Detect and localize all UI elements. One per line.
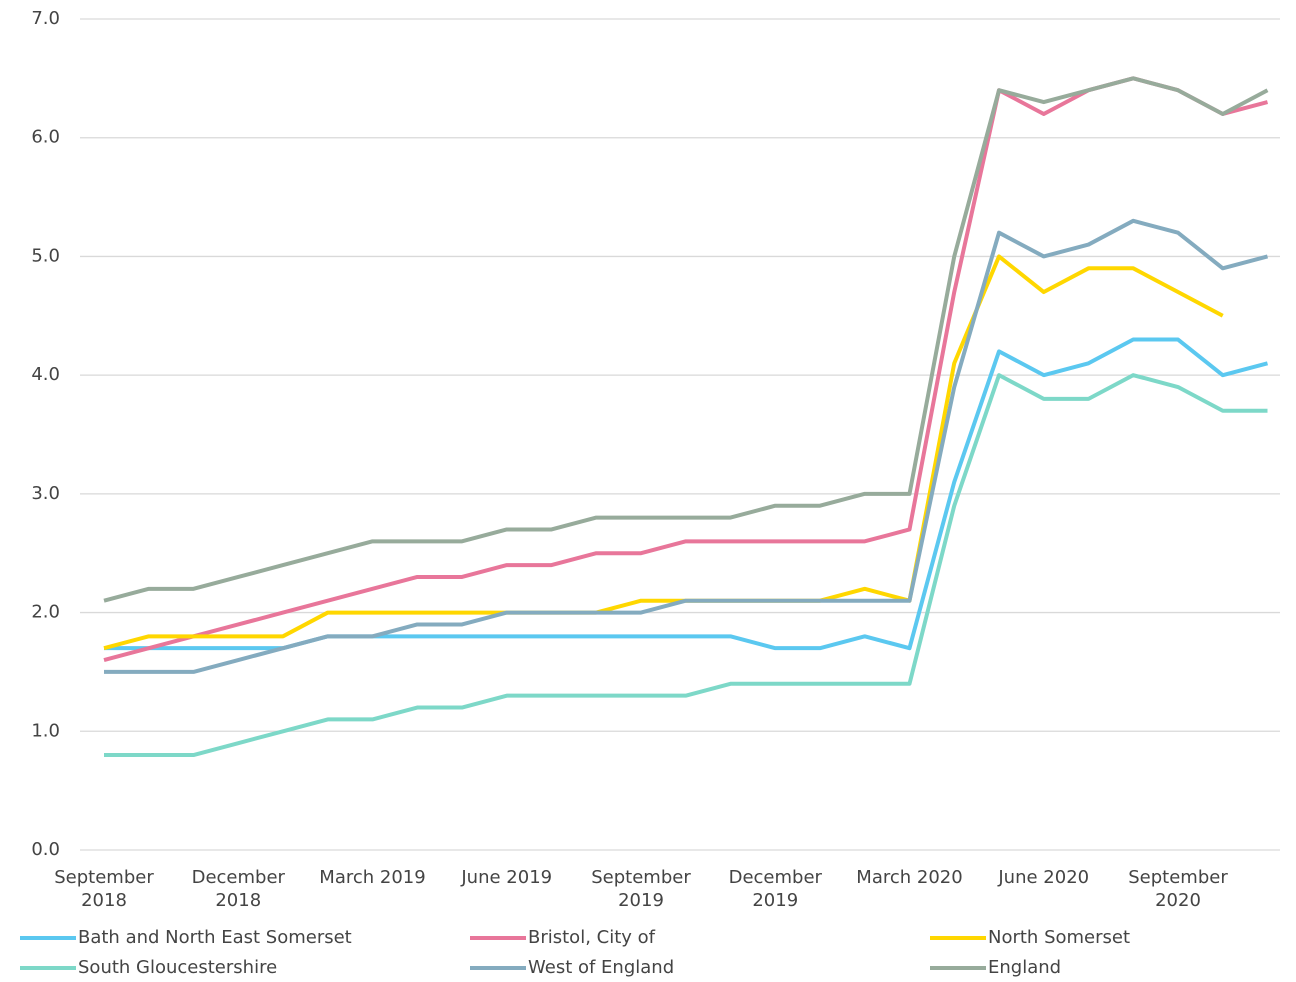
y-tick-label: 0.0	[31, 839, 60, 860]
series-line	[103, 76, 1269, 603]
series-line	[103, 254, 1224, 651]
x-tick-label: June 2020	[998, 867, 1090, 888]
legend-label: England	[988, 957, 1061, 978]
x-tick-label-box: September 2018	[54, 867, 154, 911]
legend-label: West of England	[528, 957, 674, 978]
y-tick-label: 7.0	[31, 8, 60, 29]
x-tick-label-box: September 2020	[1128, 867, 1228, 911]
x-tick-label: June 2019	[461, 867, 553, 888]
x-tick-label: December 2018	[191, 867, 285, 911]
y-tick-label: 6.0	[31, 127, 60, 148]
x-tick-label: March 2020	[856, 867, 963, 888]
x-tick-label-box: March 2020	[856, 867, 963, 888]
y-tick-label: 5.0	[31, 245, 60, 266]
x-tick-label-box: June 2019	[461, 867, 553, 888]
x-tick-label: December 2019	[728, 867, 822, 911]
y-tick-label: 1.0	[31, 720, 60, 741]
series-line	[104, 218, 1269, 674]
legend-label: North Somerset	[988, 927, 1130, 948]
legend-label: Bristol, City of	[528, 927, 656, 948]
x-tick-label-box: March 2019	[319, 867, 426, 888]
y-tick-label: 2.0	[31, 602, 60, 623]
x-tick-label-box: September 2019	[591, 867, 691, 911]
series-line	[104, 373, 1268, 758]
x-tick-label-box: December 2019	[728, 867, 822, 911]
x-tick-label: March 2019	[319, 867, 426, 888]
x-tick-label-box: December 2018	[191, 867, 285, 911]
x-tick-label: September 2018	[54, 867, 154, 911]
series-line	[103, 76, 1269, 662]
x-tick-label: September 2020	[1128, 867, 1228, 911]
y-tick-label: 4.0	[31, 364, 60, 385]
legend-label: Bath and North East Somerset	[78, 927, 352, 948]
y-tick-label: 3.0	[31, 483, 60, 504]
legend-label: South Gloucestershire	[78, 957, 277, 978]
x-tick-label-box: June 2020	[998, 867, 1090, 888]
x-tick-label: September 2019	[591, 867, 691, 911]
